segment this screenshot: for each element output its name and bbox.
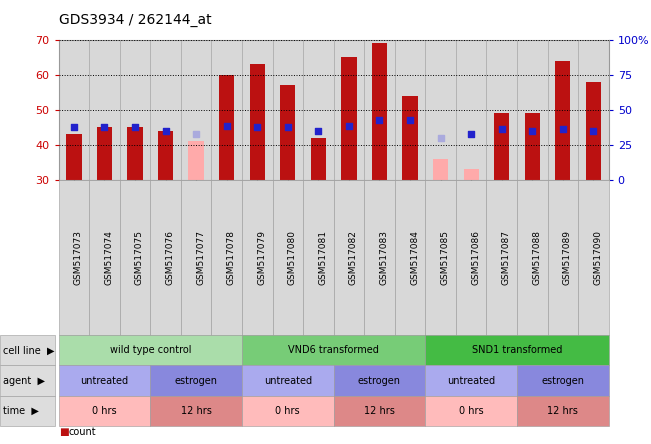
Bar [66, 135, 81, 180]
Point [589, 127, 599, 135]
Text: wild type control: wild type control [109, 345, 191, 355]
Bar [334, 40, 364, 180]
Bar [486, 40, 517, 180]
Bar [219, 75, 234, 180]
Text: 12 hrs: 12 hrs [364, 406, 395, 416]
Bar [212, 40, 242, 180]
Bar [425, 40, 456, 180]
Point [68, 124, 79, 131]
Bar [120, 40, 150, 180]
Text: cell line  ▶: cell line ▶ [3, 345, 55, 355]
Bar [578, 40, 609, 180]
Bar [464, 169, 478, 180]
Text: count: count [68, 428, 96, 437]
Text: GSM517087: GSM517087 [502, 230, 511, 285]
Point [252, 124, 262, 131]
Bar [303, 40, 334, 180]
Bar [494, 113, 509, 180]
Point [405, 117, 415, 124]
Text: GSM517078: GSM517078 [227, 230, 236, 285]
Point [436, 135, 446, 142]
Bar [547, 40, 578, 180]
Text: agent  ▶: agent ▶ [3, 376, 46, 385]
Bar [586, 82, 601, 180]
Text: SND1 transformed: SND1 transformed [472, 345, 562, 355]
Bar [372, 44, 387, 180]
Text: estrogen: estrogen [174, 376, 217, 385]
Bar [555, 61, 570, 180]
Text: VND6 transformed: VND6 transformed [288, 345, 379, 355]
Text: GSM517089: GSM517089 [563, 230, 572, 285]
Text: 12 hrs: 12 hrs [547, 406, 578, 416]
Point [313, 127, 324, 135]
Text: GSM517084: GSM517084 [410, 230, 419, 285]
Text: GSM517079: GSM517079 [257, 230, 266, 285]
Text: GSM517088: GSM517088 [533, 230, 541, 285]
Bar [158, 131, 173, 180]
Point [160, 127, 171, 135]
Point [344, 122, 354, 129]
Bar [311, 138, 326, 180]
Text: GSM517085: GSM517085 [441, 230, 450, 285]
Bar [150, 40, 181, 180]
Bar [249, 64, 265, 180]
Text: 12 hrs: 12 hrs [181, 406, 212, 416]
Bar [402, 96, 418, 180]
Text: GSM517081: GSM517081 [318, 230, 327, 285]
Bar [433, 159, 449, 180]
Point [527, 127, 538, 135]
Bar [273, 40, 303, 180]
Text: estrogen: estrogen [542, 376, 585, 385]
Text: GSM517080: GSM517080 [288, 230, 297, 285]
Point [497, 126, 507, 133]
Text: 0 hrs: 0 hrs [275, 406, 300, 416]
Point [558, 126, 568, 133]
Text: untreated: untreated [264, 376, 312, 385]
Text: GSM517074: GSM517074 [104, 230, 113, 285]
Bar [89, 40, 120, 180]
Point [221, 122, 232, 129]
Bar [525, 113, 540, 180]
Text: GSM517086: GSM517086 [471, 230, 480, 285]
Bar [242, 40, 273, 180]
Point [466, 131, 477, 138]
Text: GSM517075: GSM517075 [135, 230, 144, 285]
Text: untreated: untreated [80, 376, 128, 385]
Text: GSM517082: GSM517082 [349, 230, 358, 285]
Bar [280, 85, 296, 180]
Point [191, 131, 201, 138]
Bar [517, 40, 547, 180]
Bar [189, 141, 204, 180]
Point [99, 124, 109, 131]
Text: GDS3934 / 262144_at: GDS3934 / 262144_at [59, 13, 211, 28]
Point [374, 117, 385, 124]
Point [283, 124, 293, 131]
Point [130, 124, 140, 131]
Bar [341, 57, 357, 180]
Bar [128, 127, 143, 180]
Bar [97, 127, 112, 180]
Text: GSM517077: GSM517077 [196, 230, 205, 285]
Text: GSM517090: GSM517090 [594, 230, 602, 285]
Text: ■: ■ [59, 428, 68, 437]
Text: untreated: untreated [447, 376, 495, 385]
Bar [456, 40, 486, 180]
Text: GSM517073: GSM517073 [74, 230, 83, 285]
Bar [364, 40, 395, 180]
Text: time  ▶: time ▶ [3, 406, 39, 416]
Bar [59, 40, 89, 180]
Text: 0 hrs: 0 hrs [92, 406, 117, 416]
Bar [395, 40, 425, 180]
Text: GSM517076: GSM517076 [165, 230, 174, 285]
Text: estrogen: estrogen [358, 376, 401, 385]
Text: GSM517083: GSM517083 [380, 230, 389, 285]
Bar [181, 40, 212, 180]
Text: 0 hrs: 0 hrs [459, 406, 484, 416]
